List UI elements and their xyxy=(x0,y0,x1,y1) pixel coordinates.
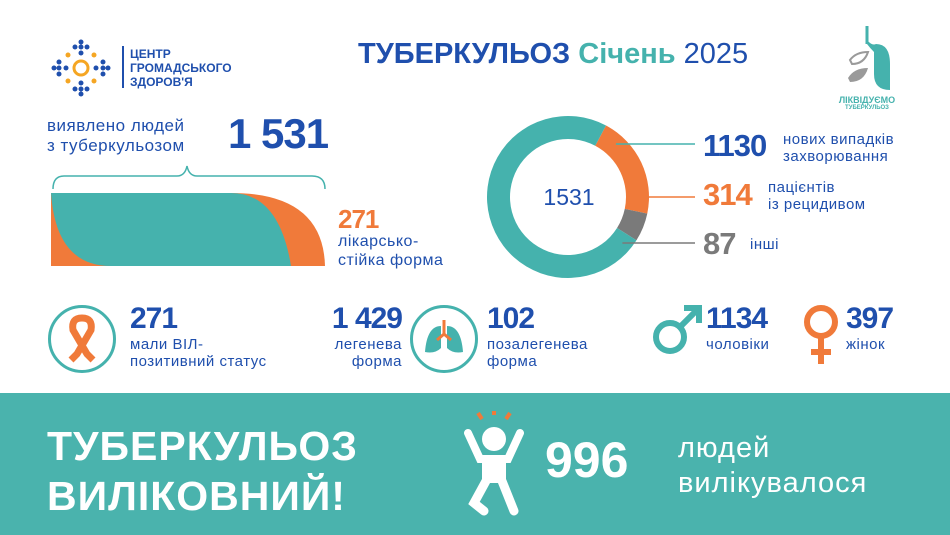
pulmonary-value: 1 429 xyxy=(331,302,403,335)
extrapulmonary-label-line: форма xyxy=(487,353,538,370)
detected-label-line: виявлено людей xyxy=(47,116,185,135)
pulmonary-label-line: форма xyxy=(351,353,402,370)
lungs-icon xyxy=(410,305,478,373)
hiv-label-line: мали ВІЛ- xyxy=(130,336,204,353)
lung-plant-icon xyxy=(848,26,890,90)
bottom-banner: ТУБЕРКУЛЬОЗ ВИЛІКОВНИЙ! 996 людей виліку… xyxy=(0,393,950,535)
page-title: ТУБЕРКУЛЬОЗ Січень 2025 xyxy=(358,38,748,71)
eliminate-tb-logo: ЛІКВІДУЄМО ТУБЕРКУЛЬОЗ xyxy=(832,24,902,111)
brace-icon xyxy=(52,165,326,190)
resistant-value: 271 xyxy=(338,204,379,234)
male-icon xyxy=(653,305,702,354)
donut-chart xyxy=(487,115,695,278)
donut-slice-other xyxy=(617,208,648,241)
logo-line: ЗДОРОВ'Я xyxy=(130,75,193,89)
happy-child-icon xyxy=(464,411,524,516)
detected-label: виявлено людей з туберкульозом xyxy=(47,116,185,156)
legend-value-relapse: 314 xyxy=(703,177,753,212)
resistant-bar-teal xyxy=(51,193,291,266)
title-main: ТУБЕРКУЛЬОЗ xyxy=(358,38,571,70)
women-value: 397 xyxy=(846,302,894,335)
logo-right-line2: ТУБЕРКУЛЬОЗ xyxy=(845,105,889,111)
legend-value-other: 87 xyxy=(703,226,736,261)
extrapulmonary-value: 102 xyxy=(487,302,535,335)
banner-slogan-line: ВИЛІКОВНИЙ! xyxy=(47,473,346,519)
cured-value: 996 xyxy=(545,432,629,488)
hiv-label-line: позитивний статус xyxy=(130,353,267,370)
ribbon-icon xyxy=(48,305,116,373)
resistant-label-line: лікарсько- xyxy=(338,233,419,250)
banner-slogan-line: ТУБЕРКУЛЬОЗ xyxy=(47,423,358,469)
extrapulmonary-label: позалегенева форма xyxy=(487,336,588,370)
logo-divider xyxy=(122,46,124,88)
logo-dots-icon xyxy=(51,39,111,97)
women-label: жінок xyxy=(846,336,886,353)
detected-label-line: з туберкульозом xyxy=(47,136,185,155)
logo-right-line1: ЛІКВІДУЄМО xyxy=(838,95,896,105)
men-label: чоловіки xyxy=(706,336,770,353)
donut-slice-relapse xyxy=(595,125,649,214)
cured-label-line: людей xyxy=(678,432,771,464)
legend-label-line: нових випадків xyxy=(783,131,895,148)
legend-value-new: 1130 xyxy=(703,128,767,163)
extrapulmonary-label-line: позалегенева xyxy=(487,336,588,353)
detected-value: 1 531 xyxy=(228,110,329,157)
hiv-label: мали ВІЛ- позитивний статус xyxy=(130,336,267,370)
title-year: 2025 xyxy=(683,38,749,70)
legend-label-other: інші xyxy=(750,236,779,253)
pulmonary-label-line: легенева xyxy=(334,336,402,353)
men-value: 1134 xyxy=(706,302,768,335)
legend-label-line: захворювання xyxy=(783,148,889,165)
public-health-center-logo xyxy=(50,38,112,103)
cured-label-line: вилікувалося xyxy=(678,467,868,499)
banner-slogan: ТУБЕРКУЛЬОЗ ВИЛІКОВНИЙ! xyxy=(47,421,358,521)
cured-label: людей вилікувалося xyxy=(678,431,867,501)
legend-label-line: із рецидивом xyxy=(768,196,866,213)
female-icon xyxy=(804,305,838,364)
pulmonary-label: легенева форма xyxy=(300,336,402,370)
hiv-value: 271 xyxy=(130,302,178,335)
resistant-bar xyxy=(51,193,325,266)
logo-line: ЦЕНТР xyxy=(130,47,171,61)
legend-label-relapse: пацієнтів із рецидивом xyxy=(768,179,866,213)
logo-text: ЦЕНТР ГРОМАДСЬКОГО ЗДОРОВ'Я xyxy=(130,47,232,89)
resistant-label: лікарсько- стійка форма xyxy=(338,232,443,270)
logo-line: ГРОМАДСЬКОГО xyxy=(130,61,232,75)
resistant-label-line: стійка форма xyxy=(338,252,444,269)
title-month: Січень xyxy=(578,38,676,70)
legend-label-new: нових випадків захворювання xyxy=(783,131,894,165)
donut-slice-new xyxy=(487,115,637,278)
legend-label-line: пацієнтів xyxy=(768,179,835,196)
donut-center-label: 1531 xyxy=(543,184,595,210)
